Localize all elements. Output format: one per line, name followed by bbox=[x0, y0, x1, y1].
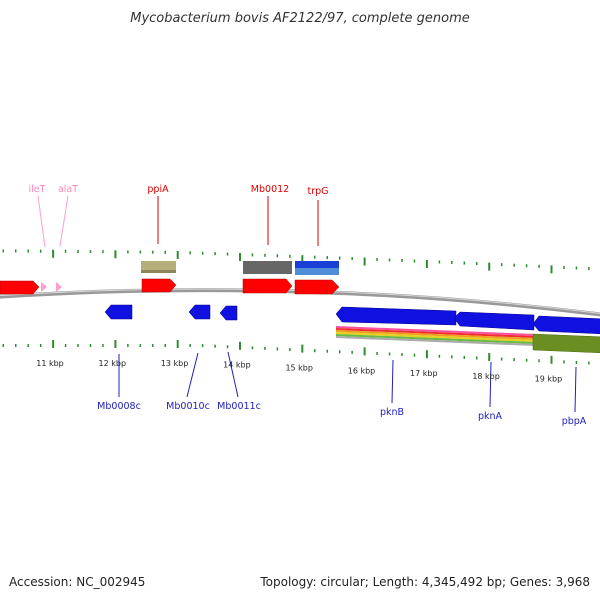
Mb0012-homolog-bar bbox=[243, 261, 292, 274]
pknB-cds bbox=[335, 306, 457, 326]
pbpA-homolog-bar bbox=[532, 333, 600, 354]
pbpA-leader bbox=[574, 366, 577, 413]
Mb0008c-cds bbox=[104, 304, 133, 320]
Mb0010c-leader bbox=[186, 352, 199, 398]
kbp-tick-label: 18 kbp bbox=[472, 372, 500, 381]
kbp-tick-label: 15 kbp bbox=[285, 363, 313, 372]
homology-stripe-yellow bbox=[335, 332, 536, 342]
pknA-cds bbox=[453, 311, 535, 331]
kbp-tick-label: 19 kbp bbox=[535, 375, 563, 384]
trpG-homolog-bar bbox=[295, 261, 339, 268]
Mb0010c-cds bbox=[188, 304, 211, 320]
homology-stripe-pink bbox=[335, 326, 536, 336]
ileT-leader bbox=[37, 195, 46, 248]
trpG-label: trpG bbox=[307, 186, 328, 197]
gene-labels: ileT alaT ppiA Mb0012 trpG Mb0008c Mb001… bbox=[29, 184, 587, 427]
genome-summary-text: Topology: circular; Length: 4,345,492 bp… bbox=[259, 575, 590, 589]
Mb0012-label: Mb0012 bbox=[251, 184, 289, 195]
label-leaders bbox=[37, 195, 577, 413]
kbp-tick-label: 16 kbp bbox=[348, 366, 376, 375]
alaT-label: alaT bbox=[58, 184, 78, 195]
pbpA-cds bbox=[532, 315, 600, 335]
pknA-label: pknA bbox=[478, 411, 503, 422]
kbp-tick-label: 17 kbp bbox=[410, 369, 438, 378]
kbp-axis-labels: 11 kbp 12 kbp 13 kbp 14 kbp 15 kbp 16 kbp 17 k… bbox=[36, 359, 562, 384]
reverse-feature-track bbox=[104, 304, 600, 354]
Mb0012-cds bbox=[242, 278, 293, 294]
trpG-cds bbox=[294, 279, 340, 295]
forward-cds-left-edge bbox=[0, 280, 40, 295]
accession-text: Accession: NC_002945 bbox=[9, 575, 145, 589]
homology-stripe-orange bbox=[335, 330, 536, 340]
homology-stripe-red bbox=[335, 328, 536, 338]
ppiA-cds bbox=[141, 278, 177, 293]
upper-tick-row bbox=[2, 249, 590, 274]
ileT-trna-mark bbox=[41, 282, 47, 292]
trpG-homolog-bar-2 bbox=[295, 268, 339, 275]
alaT-trna-mark bbox=[56, 282, 62, 292]
kbp-tick-label: 14 kbp bbox=[223, 361, 251, 370]
Mb0010c-label: Mb0010c bbox=[166, 401, 210, 412]
pknB-label: pknB bbox=[380, 407, 404, 418]
homology-stripe-green bbox=[335, 334, 536, 344]
map-title: Mycobacterium bovis AF2122/97, complete … bbox=[130, 11, 469, 26]
ileT-label: ileT bbox=[29, 184, 46, 195]
homology-stripe-grey bbox=[335, 336, 536, 346]
forward-feature-track bbox=[0, 261, 340, 295]
pbpA-label: pbpA bbox=[562, 416, 587, 427]
ppiA-homolog-bar-edge bbox=[141, 270, 176, 273]
alaT-leader bbox=[59, 195, 69, 247]
Mb0011c-leader bbox=[227, 351, 239, 398]
lower-tick-row bbox=[2, 340, 590, 365]
Mb0011c-label: Mb0011c bbox=[217, 401, 261, 412]
pknB-leader bbox=[391, 359, 394, 404]
ppiA-label: ppiA bbox=[147, 184, 169, 195]
pknA-leader bbox=[489, 361, 492, 408]
kbp-tick-label: 11 kbp bbox=[36, 359, 64, 368]
Mb0008c-label: Mb0008c bbox=[97, 401, 141, 412]
kbp-tick-label: 12 kbp bbox=[99, 359, 127, 368]
Mb0011c-cds bbox=[219, 305, 238, 321]
kbp-tick-label: 13 kbp bbox=[161, 359, 189, 368]
